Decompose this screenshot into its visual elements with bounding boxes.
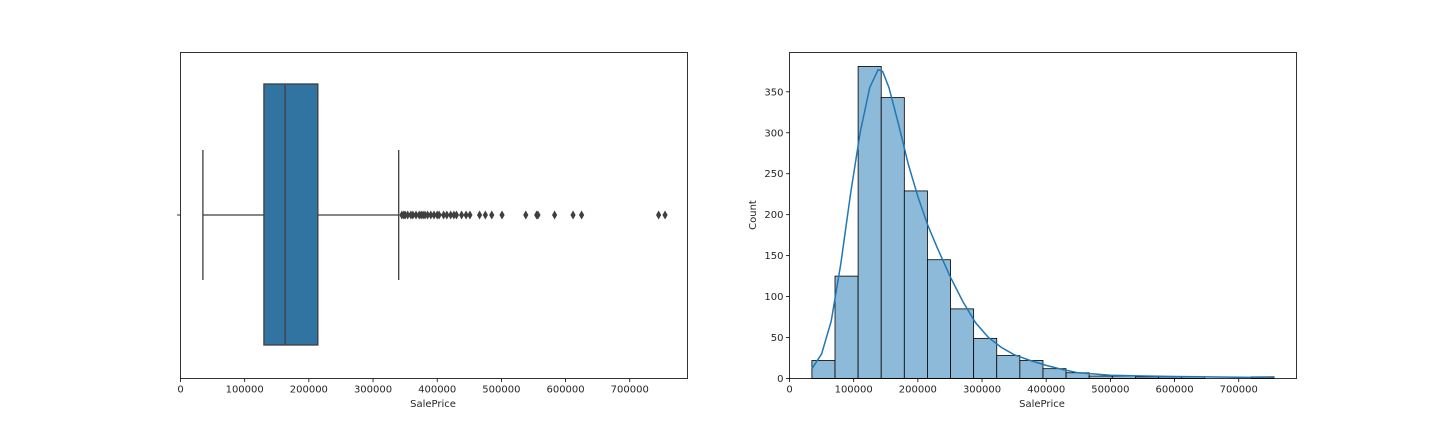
outlier-point <box>570 210 576 220</box>
x-tick-label: 500000 <box>1091 385 1129 396</box>
outlier-point <box>482 210 488 220</box>
histogram-bar <box>880 97 905 379</box>
boxplot-x-ticks: 0 100000 200000 300000 400000 500000 600000 700… <box>177 378 649 396</box>
histogram-bar <box>973 337 998 379</box>
x-tick-label: 0 <box>786 385 792 396</box>
boxplot-x-axis-label: SalePrice <box>410 399 456 410</box>
x-tick-label: 500000 <box>482 385 520 396</box>
outlier-point <box>552 210 558 220</box>
x-tick-label: 100000 <box>226 385 264 396</box>
x-tick-label: 400000 <box>1027 385 1065 396</box>
x-tick-label: 300000 <box>963 385 1001 396</box>
outlier-point <box>579 210 585 220</box>
outlier-point <box>436 210 442 220</box>
histogram-bar <box>927 259 951 379</box>
x-tick-label: 600000 <box>546 385 584 396</box>
outlier-point <box>467 210 473 220</box>
y-tick-label: 250 <box>764 169 783 180</box>
outlier-point <box>662 210 668 220</box>
outlier-point <box>424 210 431 220</box>
boxplot-elements <box>202 83 668 346</box>
outlier-point <box>431 210 437 220</box>
iqr-box <box>263 83 319 346</box>
x-tick-label: 200000 <box>899 385 937 396</box>
outlier-point <box>453 210 460 220</box>
outlier-point <box>405 210 411 220</box>
outlier-point <box>463 210 469 220</box>
outlier-point <box>413 210 419 220</box>
y-tick-label: 150 <box>764 251 783 262</box>
outlier-point <box>535 210 541 220</box>
x-tick-label: 0 <box>177 385 183 396</box>
outlier-point <box>448 210 454 220</box>
outlier-point <box>476 210 483 220</box>
y-tick-label: 200 <box>764 210 783 221</box>
y-tick-label: 350 <box>764 87 783 98</box>
y-tick-label: 0 <box>777 374 783 385</box>
outlier-point <box>441 210 447 220</box>
x-tick-label: 300000 <box>354 385 392 396</box>
outlier-point <box>489 210 495 220</box>
outlier-point <box>523 210 529 220</box>
histogram-bar <box>857 66 882 379</box>
outlier-point <box>410 210 416 220</box>
y-tick-label: 50 <box>771 333 784 344</box>
x-tick-label: 700000 <box>611 385 649 396</box>
outlier-point <box>499 210 505 220</box>
histogram-bar <box>996 355 1021 379</box>
histogram-panel: 0 100000 200000 300000 400000 500000 600000 700… <box>748 52 1297 410</box>
x-tick-label: 100000 <box>835 385 873 396</box>
histogram-x-ticks: 0 100000 200000 300000 400000 500000 600000 700… <box>786 378 1258 396</box>
x-tick-label: 600000 <box>1155 385 1193 396</box>
x-tick-label: 200000 <box>290 385 328 396</box>
outlier-point <box>656 210 662 220</box>
boxplot-panel: 0 100000 200000 300000 400000 500000 600000 700… <box>177 52 688 410</box>
histogram-x-axis-label: SalePrice <box>1019 399 1065 410</box>
histogram-axes-frame <box>789 52 1297 379</box>
y-tick-label: 300 <box>764 128 783 139</box>
outlier-point <box>458 210 465 220</box>
histogram-bar <box>903 190 928 379</box>
x-tick-label: 700000 <box>1220 385 1258 396</box>
histogram-bar <box>834 275 859 379</box>
outlier-point <box>444 210 450 220</box>
histogram-y-ticks: 0 50 100 150 200 250 300 350 <box>764 87 790 385</box>
y-tick-label: 100 <box>764 292 783 303</box>
histogram-bar <box>950 308 975 379</box>
histogram-bars <box>811 66 1275 379</box>
boxplot-axes-frame <box>180 52 688 379</box>
kde-curve <box>811 68 1275 379</box>
outlier-point <box>428 210 434 220</box>
histogram-y-axis-label: Count <box>748 200 759 230</box>
x-tick-label: 400000 <box>418 385 456 396</box>
